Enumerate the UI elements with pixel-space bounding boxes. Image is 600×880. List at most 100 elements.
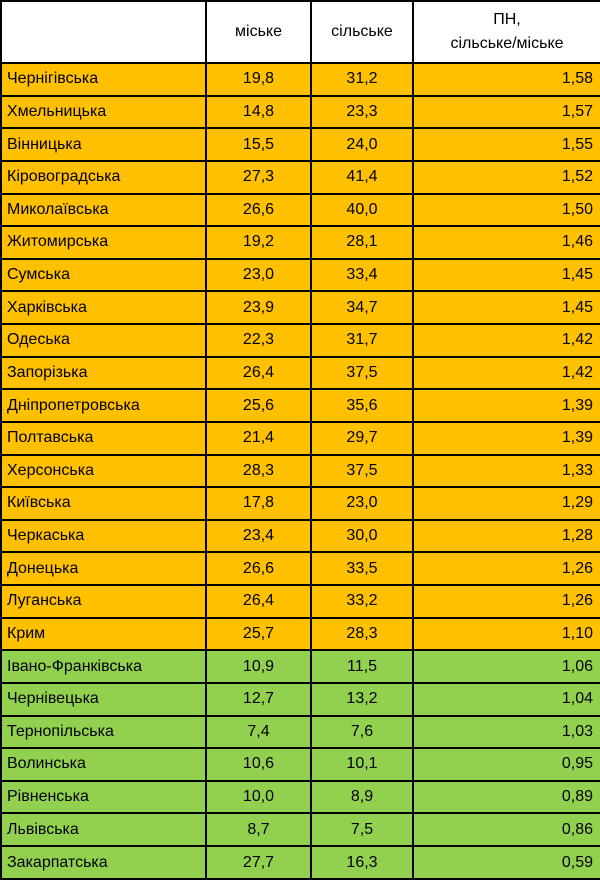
table-row: Черкаська 23,4 30,0 1,28 (0, 518, 600, 554)
table-row: Тернопільська 7,4 7,6 1,03 (0, 714, 600, 750)
ratio-value-cell: 1,45 (412, 257, 600, 293)
region-name-cell: Тернопільська (0, 714, 207, 750)
urban-value-cell: 25,7 (205, 616, 312, 652)
col-header-ratio: ПН, сільське/міське (412, 0, 600, 64)
table-row: Одеська 22,3 31,7 1,42 (0, 323, 600, 358)
urban-value-cell: 19,2 (205, 225, 312, 260)
ratio-value-cell: 1,39 (412, 420, 600, 456)
ratio-value-cell: 1,10 (412, 616, 600, 652)
col-header-urban: міське (205, 0, 312, 64)
urban-value-cell: 12,7 (205, 681, 312, 717)
ratio-value-cell: 0,95 (412, 747, 600, 782)
urban-value-cell: 7,4 (205, 714, 312, 750)
urban-value-cell: 10,0 (205, 779, 312, 815)
ratio-value-cell: 1,52 (412, 159, 600, 195)
urban-value-cell: 26,6 (205, 551, 312, 586)
region-name-cell: Хмельницька (0, 94, 207, 130)
ratio-value-cell: 1,03 (412, 714, 600, 750)
rural-value-cell: 33,4 (310, 257, 414, 293)
ratio-value-cell: 1,04 (412, 681, 600, 717)
rural-value-cell: 11,5 (310, 649, 414, 684)
region-name-cell: Крим (0, 616, 207, 652)
ratio-value-cell: 1,57 (412, 94, 600, 130)
region-name-cell: Рівненська (0, 779, 207, 815)
header-row: міське сільське ПН, сільське/міське (0, 0, 600, 64)
ratio-value-cell: 1,29 (412, 486, 600, 521)
ratio-value-cell: 1,58 (412, 62, 600, 97)
ratio-value-cell: 1,26 (412, 551, 600, 586)
ratio-header-line1: ПН, (493, 11, 521, 28)
urban-value-cell: 26,4 (205, 355, 312, 391)
rural-value-cell: 40,0 (310, 192, 414, 228)
region-name-cell: Запорізька (0, 355, 207, 391)
urban-value-cell: 27,3 (205, 159, 312, 195)
urban-value-cell: 23,0 (205, 257, 312, 293)
rural-value-cell: 8,9 (310, 779, 414, 815)
region-name-cell: Сумська (0, 257, 207, 293)
table-row: Хмельницька 14,8 23,3 1,57 (0, 94, 600, 130)
region-name-cell: Полтавська (0, 420, 207, 456)
rural-value-cell: 33,2 (310, 584, 414, 619)
ratio-value-cell: 1,46 (412, 225, 600, 260)
region-name-cell: Черкаська (0, 518, 207, 554)
region-name-cell: Івано-Франківська (0, 649, 207, 684)
ratio-value-cell: 1,42 (412, 323, 600, 358)
ratio-header-line2: сільське/міське (450, 35, 564, 52)
table-row: Житомирська 19,2 28,1 1,46 (0, 225, 600, 260)
region-name-cell: Чернігівська (0, 62, 207, 97)
table-row: Львівська 8,7 7,5 0,86 (0, 812, 600, 847)
urban-value-cell: 26,4 (205, 584, 312, 619)
table-row: Рівненська 10,0 8,9 0,89 (0, 779, 600, 815)
region-name-cell: Закарпатська (0, 845, 207, 880)
urban-value-cell: 22,3 (205, 323, 312, 358)
urban-value-cell: 15,5 (205, 127, 312, 162)
urban-value-cell: 28,3 (205, 453, 312, 489)
table-row: Херсонська 28,3 37,5 1,33 (0, 453, 600, 489)
rural-value-cell: 37,5 (310, 453, 414, 489)
urban-value-cell: 14,8 (205, 94, 312, 130)
table-row: Сумська 23,0 33,4 1,45 (0, 257, 600, 293)
table-row: Дніпропетровська 25,6 35,6 1,39 (0, 388, 600, 423)
rural-value-cell: 13,2 (310, 681, 414, 717)
region-name-cell: Дніпропетровська (0, 388, 207, 423)
urban-value-cell: 19,8 (205, 62, 312, 97)
ratio-value-cell: 1,55 (412, 127, 600, 162)
rural-value-cell: 31,7 (310, 323, 414, 358)
table-row: Волинська 10,6 10,1 0,95 (0, 747, 600, 782)
urban-value-cell: 10,9 (205, 649, 312, 684)
region-name-cell: Житомирська (0, 225, 207, 260)
region-name-cell: Київська (0, 486, 207, 521)
table-row: Харківська 23,9 34,7 1,45 (0, 290, 600, 325)
urban-value-cell: 17,8 (205, 486, 312, 521)
rural-value-cell: 10,1 (310, 747, 414, 782)
ratio-value-cell: 0,86 (412, 812, 600, 847)
rural-value-cell: 28,3 (310, 616, 414, 652)
urban-value-cell: 21,4 (205, 420, 312, 456)
region-name-cell: Луганська (0, 584, 207, 619)
table-row: Запорізька 26,4 37,5 1,42 (0, 355, 600, 391)
rural-value-cell: 16,3 (310, 845, 414, 880)
rural-value-cell: 35,6 (310, 388, 414, 423)
ratio-value-cell: 0,59 (412, 845, 600, 880)
rural-value-cell: 31,2 (310, 62, 414, 97)
region-name-cell: Львівська (0, 812, 207, 847)
rural-value-cell: 23,3 (310, 94, 414, 130)
region-name-cell: Одеська (0, 323, 207, 358)
rural-value-cell: 41,4 (310, 159, 414, 195)
urban-value-cell: 8,7 (205, 812, 312, 847)
urban-value-cell: 23,9 (205, 290, 312, 325)
ratio-value-cell: 1,45 (412, 290, 600, 325)
ratio-value-cell: 1,33 (412, 453, 600, 489)
rural-value-cell: 28,1 (310, 225, 414, 260)
rural-value-cell: 33,5 (310, 551, 414, 586)
rural-value-cell: 37,5 (310, 355, 414, 391)
rural-value-cell: 34,7 (310, 290, 414, 325)
ratio-value-cell: 0,89 (412, 779, 600, 815)
region-name-cell: Чернівецька (0, 681, 207, 717)
ratio-value-cell: 1,42 (412, 355, 600, 391)
corner-cell (0, 0, 207, 64)
rural-value-cell: 7,6 (310, 714, 414, 750)
urban-value-cell: 26,6 (205, 192, 312, 228)
region-name-cell: Харківська (0, 290, 207, 325)
